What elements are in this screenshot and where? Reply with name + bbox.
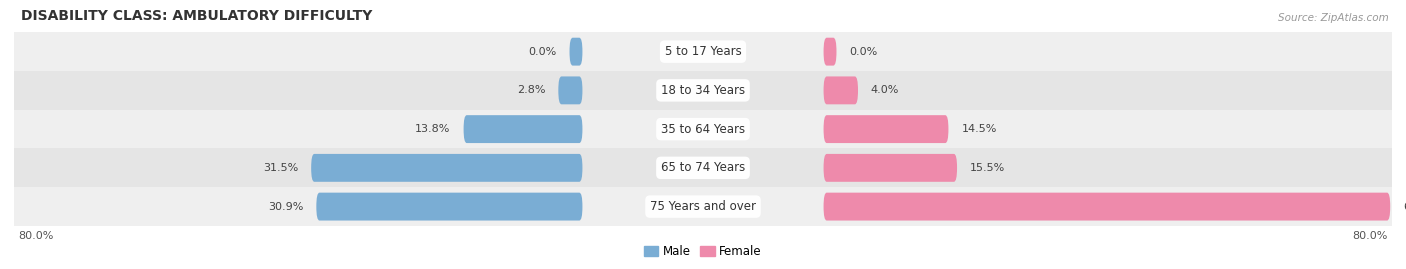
- Bar: [14, 187, 1392, 226]
- FancyBboxPatch shape: [569, 38, 582, 66]
- Text: 4.0%: 4.0%: [870, 85, 900, 95]
- Text: 15.5%: 15.5%: [970, 163, 1005, 173]
- FancyBboxPatch shape: [824, 154, 957, 182]
- FancyBboxPatch shape: [316, 193, 582, 221]
- Text: 65 to 74 Years: 65 to 74 Years: [661, 161, 745, 174]
- Text: DISABILITY CLASS: AMBULATORY DIFFICULTY: DISABILITY CLASS: AMBULATORY DIFFICULTY: [21, 9, 373, 23]
- Text: 80.0%: 80.0%: [1353, 231, 1388, 240]
- Text: 65.8%: 65.8%: [1403, 201, 1406, 212]
- Text: 31.5%: 31.5%: [263, 163, 298, 173]
- FancyBboxPatch shape: [558, 76, 582, 104]
- FancyBboxPatch shape: [464, 115, 582, 143]
- FancyBboxPatch shape: [824, 193, 1391, 221]
- Bar: [14, 148, 1392, 187]
- Text: 75 Years and over: 75 Years and over: [650, 200, 756, 213]
- Text: 80.0%: 80.0%: [18, 231, 53, 240]
- Text: 2.8%: 2.8%: [517, 85, 546, 95]
- Bar: [14, 32, 1392, 71]
- Text: Source: ZipAtlas.com: Source: ZipAtlas.com: [1278, 13, 1389, 23]
- Text: 35 to 64 Years: 35 to 64 Years: [661, 123, 745, 136]
- Text: 30.9%: 30.9%: [269, 201, 304, 212]
- Text: 14.5%: 14.5%: [962, 124, 997, 134]
- Text: 0.0%: 0.0%: [849, 47, 877, 57]
- FancyBboxPatch shape: [311, 154, 582, 182]
- Bar: [14, 71, 1392, 110]
- FancyBboxPatch shape: [824, 38, 837, 66]
- Text: 5 to 17 Years: 5 to 17 Years: [665, 45, 741, 58]
- Legend: Male, Female: Male, Female: [640, 240, 766, 263]
- Bar: [14, 110, 1392, 148]
- Text: 0.0%: 0.0%: [529, 47, 557, 57]
- FancyBboxPatch shape: [824, 76, 858, 104]
- Text: 13.8%: 13.8%: [415, 124, 451, 134]
- Text: 18 to 34 Years: 18 to 34 Years: [661, 84, 745, 97]
- FancyBboxPatch shape: [824, 115, 949, 143]
